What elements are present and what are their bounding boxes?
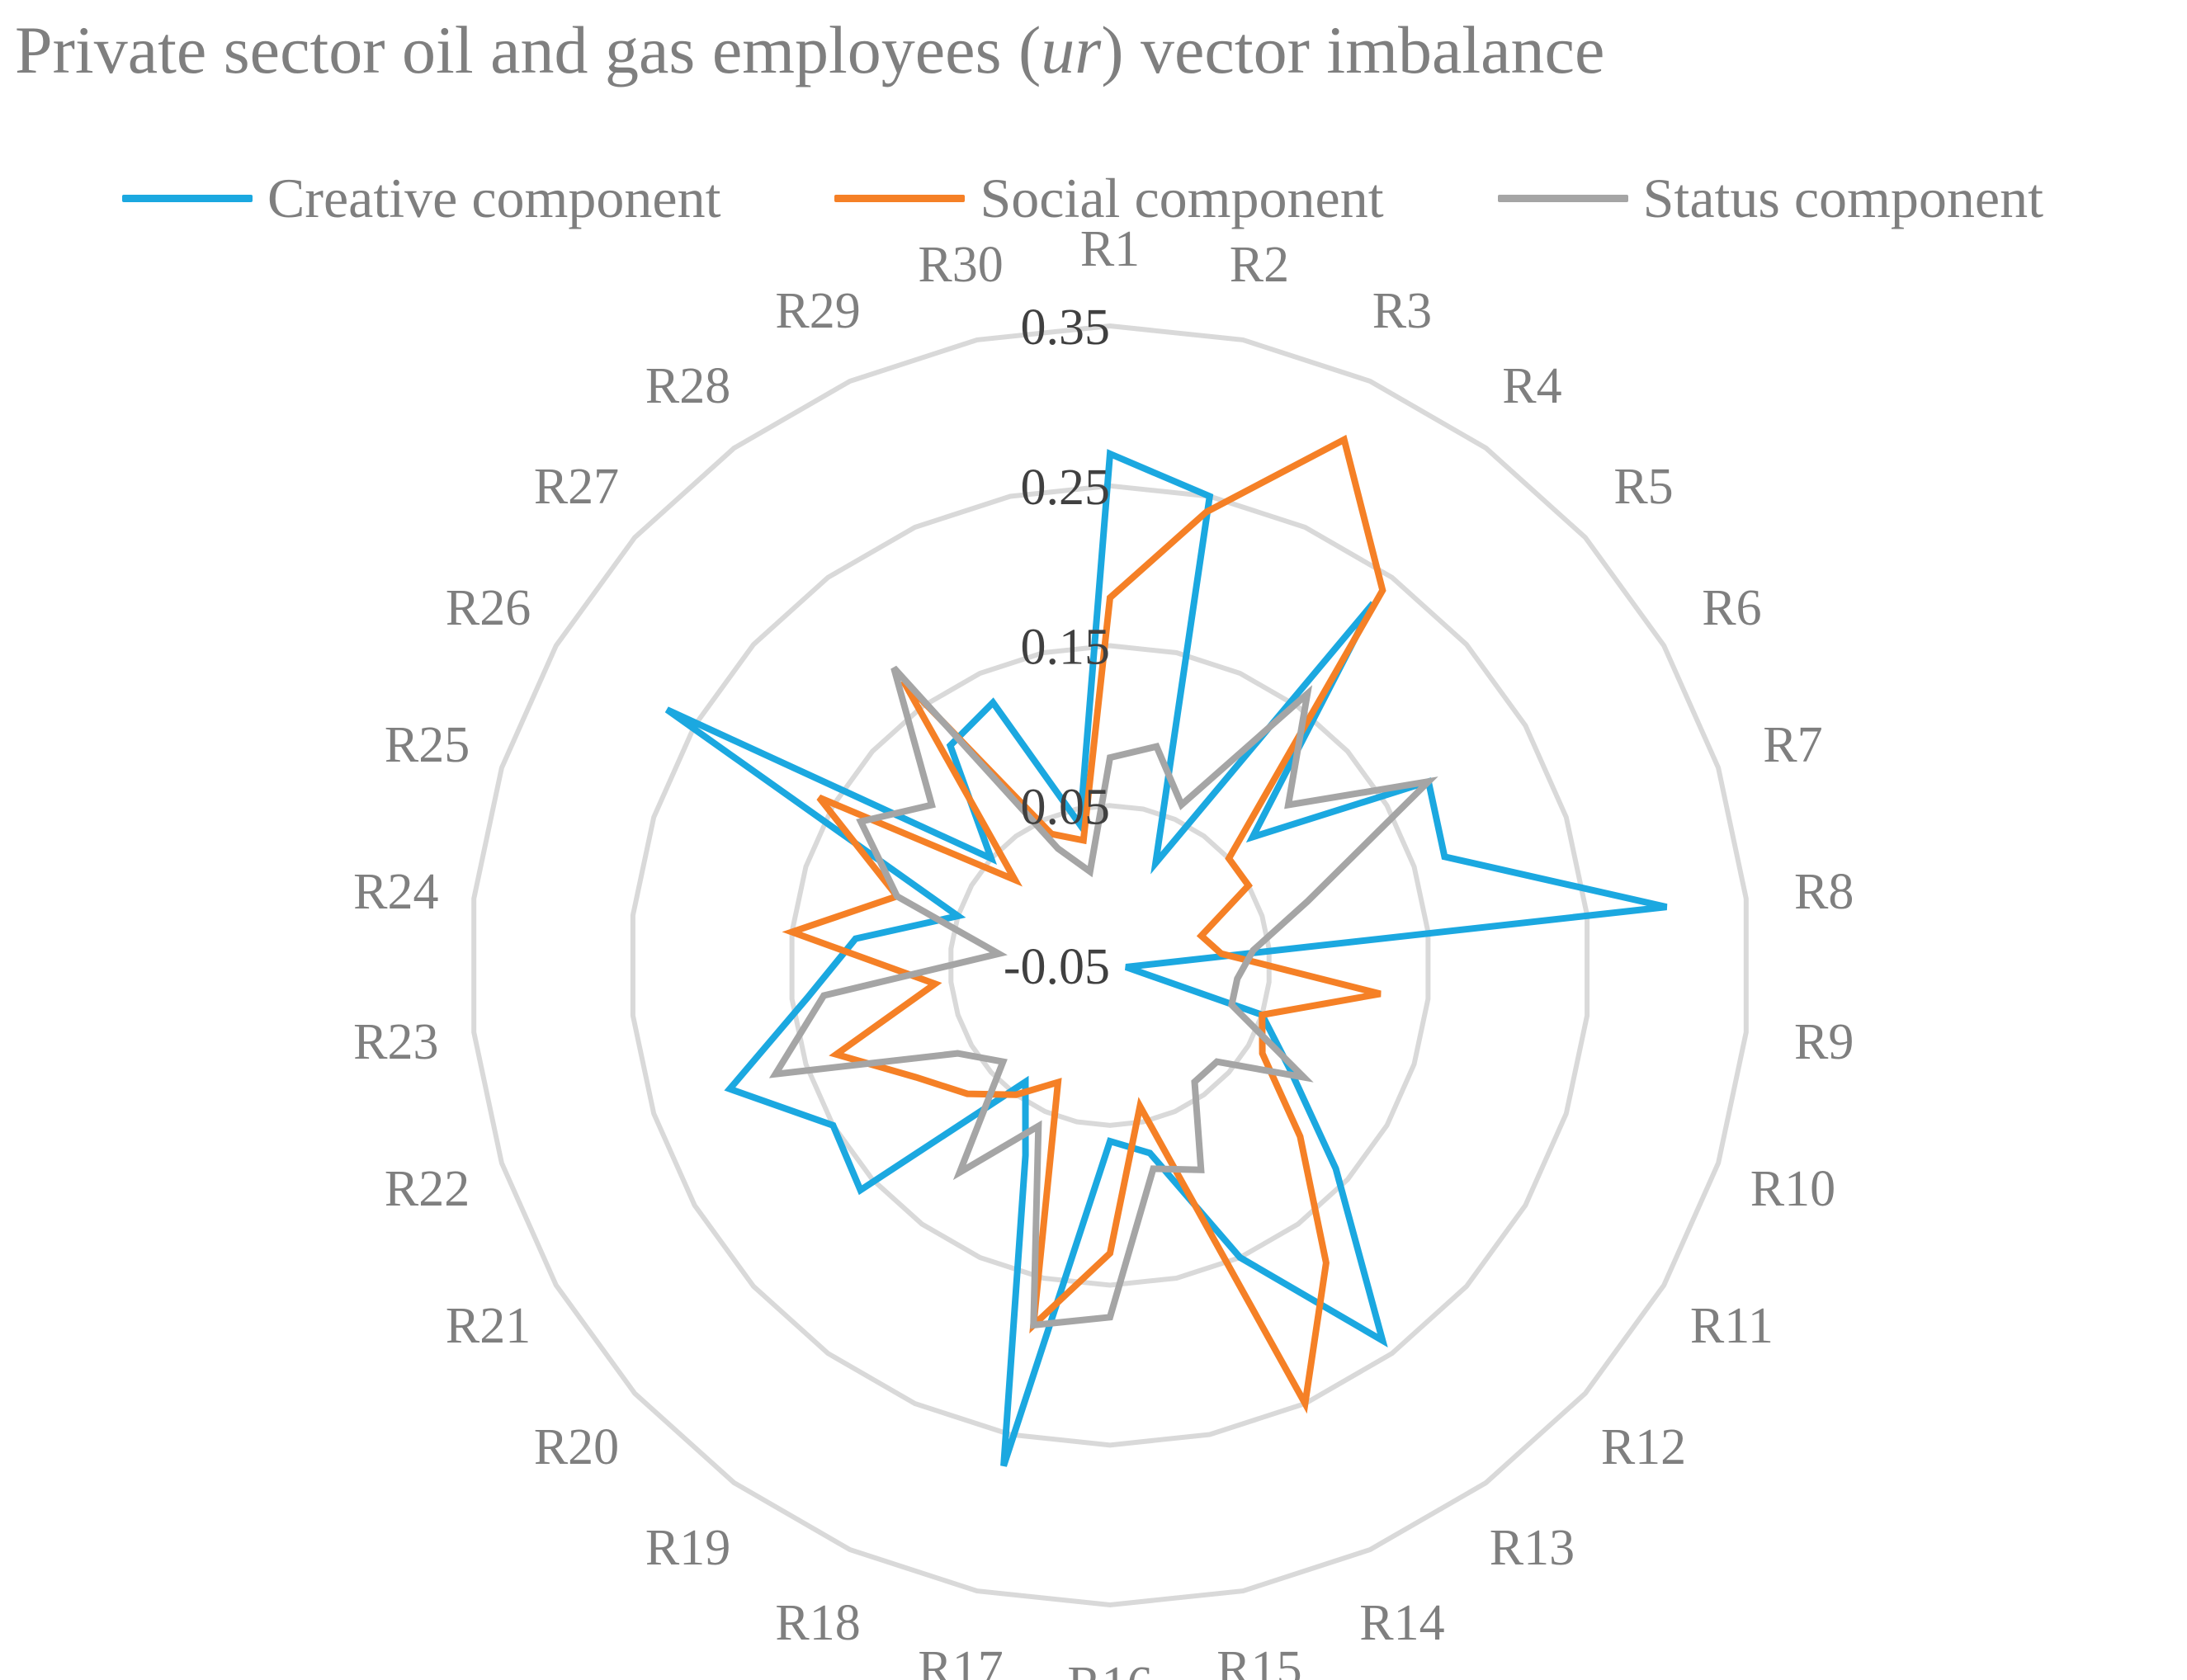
category-label-r17: R17 xyxy=(918,1641,1003,1680)
legend-item-status[interactable]: Status component xyxy=(1497,166,2044,231)
category-label-r22: R22 xyxy=(385,1161,470,1217)
category-label-r25: R25 xyxy=(385,717,470,773)
legend-swatch-status xyxy=(1497,194,1628,202)
category-label-r28: R28 xyxy=(645,358,730,414)
category-label-r24: R24 xyxy=(353,864,438,920)
category-label-r9: R9 xyxy=(1794,1014,1854,1070)
legend-item-creative[interactable]: Creative component xyxy=(122,166,720,231)
radar-category-labels: R1 R2 R3 R4 R5 R6 R7 R8 R9 R10 R11 R12 R13 R14 R15 R16 R… xyxy=(353,221,1854,1680)
radar-grid xyxy=(471,323,1749,1608)
category-label-r10: R10 xyxy=(1750,1161,1835,1217)
chart-title-pre: Private sector oil and gas employees ( xyxy=(15,12,1042,87)
chart-title: Private sector oil and gas employees (ur… xyxy=(15,12,1604,89)
category-label-r1: R1 xyxy=(1080,221,1140,277)
grid-ring-3 xyxy=(630,483,1590,1448)
chart-title-post: ) vector imbalance xyxy=(1101,12,1605,87)
series-line-2 xyxy=(768,665,1438,1329)
category-label-r16: R16 xyxy=(1067,1657,1152,1680)
legend-swatch-social xyxy=(834,194,966,202)
category-label-r7: R7 xyxy=(1763,717,1822,773)
category-label-r18: R18 xyxy=(775,1595,860,1651)
chart-legend: Creative component Social component Stat… xyxy=(122,157,2043,239)
category-label-r5: R5 xyxy=(1613,459,1673,515)
legend-label-creative: Creative component xyxy=(267,166,721,229)
grid-ring-4 xyxy=(471,323,1749,1608)
tick-label-4: 0.35 xyxy=(1021,300,1111,356)
category-label-r20: R20 xyxy=(534,1419,619,1475)
legend-item-social[interactable]: Social component xyxy=(834,166,1384,231)
category-label-r29: R29 xyxy=(775,283,860,339)
category-label-r27: R27 xyxy=(534,459,619,515)
legend-swatch-creative xyxy=(122,194,253,202)
category-label-r30: R30 xyxy=(918,237,1003,293)
category-label-r15: R15 xyxy=(1216,1641,1301,1680)
category-label-r21: R21 xyxy=(446,1298,531,1354)
legend-label-status: Status component xyxy=(1642,166,2044,229)
series-line-0 xyxy=(664,449,1668,1467)
legend-label-social: Social component xyxy=(980,166,1384,229)
category-label-r13: R13 xyxy=(1490,1520,1575,1576)
radar-series xyxy=(664,434,1668,1467)
category-label-r19: R19 xyxy=(645,1520,730,1576)
tick-label-2: 0.15 xyxy=(1021,620,1111,676)
category-label-r23: R23 xyxy=(353,1014,438,1070)
tick-label-1: 0.05 xyxy=(1021,779,1111,835)
category-label-r8: R8 xyxy=(1794,864,1854,920)
category-label-r2: R2 xyxy=(1230,237,1289,293)
series-line-1 xyxy=(782,434,1386,1414)
category-label-r3: R3 xyxy=(1372,283,1432,339)
category-label-r26: R26 xyxy=(446,580,531,636)
category-label-r4: R4 xyxy=(1502,358,1561,414)
tick-label-3: 0.25 xyxy=(1021,460,1111,516)
radar-tick-labels: -0.05 0.05 0.15 0.25 0.35 xyxy=(1004,300,1110,995)
category-label-r6: R6 xyxy=(1702,580,1761,636)
category-label-r12: R12 xyxy=(1601,1419,1686,1475)
category-label-r14: R14 xyxy=(1359,1595,1444,1651)
category-label-r11: R11 xyxy=(1690,1298,1774,1354)
tick-label-0: -0.05 xyxy=(1004,939,1110,995)
chart-title-var: ur xyxy=(1041,12,1102,87)
